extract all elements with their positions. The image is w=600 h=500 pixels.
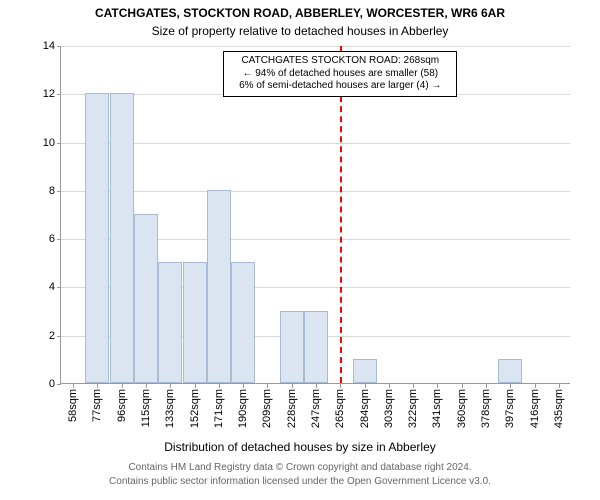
chart-title: CATCHGATES, STOCKTON ROAD, ABBERLEY, WOR… [0, 6, 600, 20]
annotation-line: CATCHGATES STOCKTON ROAD: 268sqm [227, 55, 453, 68]
histogram-bar [134, 214, 158, 383]
histogram-bar [280, 311, 304, 383]
property-size-chart: CATCHGATES, STOCKTON ROAD, ABBERLEY, WOR… [0, 0, 600, 500]
x-tick-label: 284sqm [359, 383, 371, 428]
x-tick-label: 247sqm [310, 383, 322, 428]
chart-subtitle: Size of property relative to detached ho… [0, 24, 600, 38]
histogram-bar [207, 190, 231, 383]
plot-area: 0246810121458sqm77sqm96sqm115sqm133sqm15… [60, 46, 570, 384]
x-tick-label: 303sqm [383, 383, 395, 428]
x-tick-label: 96sqm [116, 383, 128, 422]
x-tick-label: 228sqm [286, 383, 298, 428]
x-tick-label: 152sqm [189, 383, 201, 428]
x-axis-label: Distribution of detached houses by size … [0, 440, 600, 454]
gridline [61, 191, 570, 192]
y-tick-label: 4 [49, 281, 61, 293]
x-tick-label: 416sqm [529, 383, 541, 428]
histogram-bar [231, 262, 255, 383]
annotation-line: 6% of semi-detached houses are larger (4… [227, 80, 453, 93]
y-tick-label: 0 [49, 378, 61, 390]
x-tick-label: 378sqm [480, 383, 492, 428]
y-tick-label: 12 [43, 88, 61, 100]
x-tick-label: 133sqm [164, 383, 176, 428]
histogram-bar [353, 359, 377, 383]
gridline [61, 143, 570, 144]
x-tick-label: 190sqm [237, 383, 249, 428]
x-tick-label: 322sqm [407, 383, 419, 428]
x-tick-label: 265sqm [334, 383, 346, 428]
histogram-bar [304, 311, 328, 383]
x-tick-label: 435sqm [553, 383, 565, 428]
x-tick-label: 209sqm [261, 383, 273, 428]
y-tick-label: 14 [43, 40, 61, 52]
y-tick-label: 10 [43, 137, 61, 149]
annotation-line: ← 94% of detached houses are smaller (58… [227, 68, 453, 81]
footer-licence: Contains public sector information licen… [0, 476, 600, 487]
histogram-bar [183, 262, 207, 383]
histogram-bar [110, 93, 134, 383]
annotation-box: CATCHGATES STOCKTON ROAD: 268sqm← 94% of… [223, 51, 457, 97]
x-tick-label: 360sqm [456, 383, 468, 428]
footer-copyright: Contains HM Land Registry data © Crown c… [0, 462, 600, 473]
x-tick-label: 77sqm [91, 383, 103, 422]
y-tick-label: 6 [49, 233, 61, 245]
x-tick-label: 171sqm [213, 383, 225, 428]
x-tick-label: 397sqm [504, 383, 516, 428]
gridline [61, 46, 570, 47]
histogram-bar [158, 262, 182, 383]
x-tick-label: 341sqm [431, 383, 443, 428]
histogram-bar [85, 93, 109, 383]
y-tick-label: 8 [49, 185, 61, 197]
histogram-bar [498, 359, 522, 383]
x-tick-label: 115sqm [140, 383, 152, 427]
y-tick-label: 2 [49, 330, 61, 342]
reference-line [340, 46, 342, 383]
x-tick-label: 58sqm [67, 383, 79, 422]
